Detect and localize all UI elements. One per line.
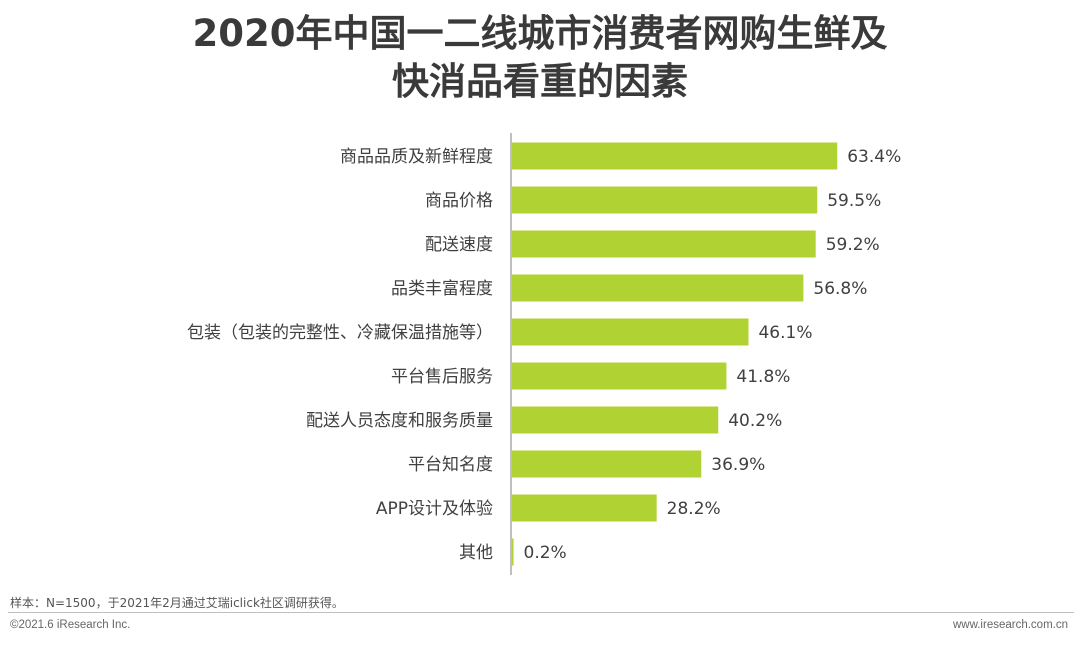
category-label: APP设计及体验: [376, 499, 493, 519]
data-label: 36.9%: [711, 455, 765, 475]
chart-title-line2: 快消品看重的因素: [392, 60, 688, 103]
category-label: 商品品质及新鲜程度: [340, 147, 493, 167]
category-label: 平台知名度: [408, 455, 493, 475]
bar: [512, 362, 727, 390]
bar: [512, 494, 657, 522]
footer-divider: [8, 612, 1074, 613]
category-label: 包装（包装的完整性、冷藏保温措施等）: [187, 323, 493, 343]
data-label: 59.5%: [827, 191, 881, 211]
category-label: 商品价格: [425, 191, 493, 211]
data-label: 28.2%: [667, 499, 721, 519]
sample-note: 样本：N=1500，于2021年2月通过艾瑞iclick社区调研获得。: [10, 596, 344, 610]
website-link[interactable]: www.iresearch.com.cn: [952, 619, 1068, 631]
data-label: 0.2%: [524, 543, 567, 563]
bar: [512, 538, 514, 566]
bar: [512, 450, 702, 478]
category-label: 平台售后服务: [391, 367, 493, 387]
data-label: 56.8%: [813, 279, 867, 299]
bar: [512, 186, 818, 214]
category-label: 其他: [459, 543, 493, 563]
category-label: 配送人员态度和服务质量: [306, 411, 493, 431]
category-label: 品类丰富程度: [391, 279, 493, 299]
data-label: 59.2%: [826, 235, 880, 255]
chart-title: 2020年中国一二线城市消费者网购生鲜及 快消品看重的因素: [0, 10, 1080, 106]
data-label: 63.4%: [847, 147, 901, 167]
data-label: 40.2%: [728, 411, 782, 431]
bar: [512, 142, 838, 170]
data-label: 41.8%: [736, 367, 790, 387]
bar: [512, 406, 719, 434]
data-label: 46.1%: [758, 323, 812, 343]
copyright-text: ©2021.6 iResearch Inc.: [10, 619, 131, 631]
bar: [512, 230, 816, 258]
category-label: 配送速度: [425, 235, 493, 255]
chart-title-line1: 2020年中国一二线城市消费者网购生鲜及: [192, 12, 888, 55]
bar: [512, 274, 804, 302]
bar: [512, 318, 749, 346]
bar-chart: 商品品质及新鲜程度 63.4% 商品价格 59.5% 配送速度 59.2% 品类丰富程度 56…: [187, 133, 901, 575]
